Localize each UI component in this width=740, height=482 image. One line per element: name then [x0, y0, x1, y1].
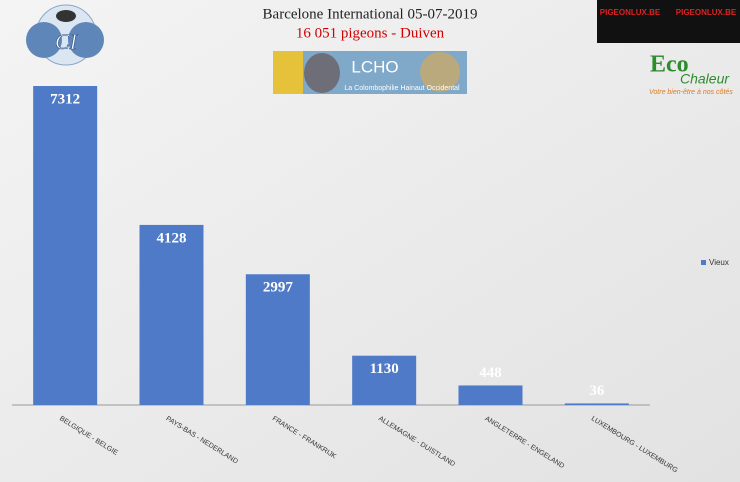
bar: [352, 355, 417, 405]
eco-logo: Eco Chaleur Votre bien-être à nos côtés: [649, 52, 733, 96]
lcho-caption: La Colombophilie Hainaut Occidental: [344, 85, 460, 92]
svg-text:CI: CI: [55, 29, 79, 54]
chart-subtitle: 16 051 pigeons - Duiven: [296, 25, 445, 41]
value-label: 4128: [157, 230, 187, 246]
bar: [458, 385, 523, 405]
chaleur-text: Chaleur: [680, 71, 730, 87]
bar: [139, 224, 204, 405]
value-label: 7312: [50, 91, 80, 107]
eco-caption: Votre bien-être à nos côtés: [649, 89, 733, 96]
legend-swatch: [701, 260, 706, 265]
pigeonlux-text: PIGEONLUX.BE: [600, 8, 661, 17]
pigeonlux-banner: PIGEONLUX.BE PIGEONLUX.BE: [597, 0, 740, 43]
lcho-text: LCHO: [351, 57, 398, 76]
value-label: 2997: [263, 280, 294, 296]
value-label: 448: [479, 365, 502, 381]
bar: [245, 274, 310, 405]
bar: [33, 86, 98, 405]
value-label: 36: [589, 383, 605, 399]
legend-label: Vieux: [709, 258, 729, 267]
eco-text: Eco: [650, 52, 689, 78]
value-label: 1130: [370, 361, 399, 377]
bar: [564, 403, 629, 405]
pigeonlux-text: PIGEONLUX.BE: [676, 8, 737, 17]
club-logo: CI: [26, 4, 104, 66]
chart-title: Barcelone International 05-07-2019: [263, 6, 478, 22]
lcho-banner: LCHO La Colombophilie Hainaut Occidental: [273, 51, 467, 94]
